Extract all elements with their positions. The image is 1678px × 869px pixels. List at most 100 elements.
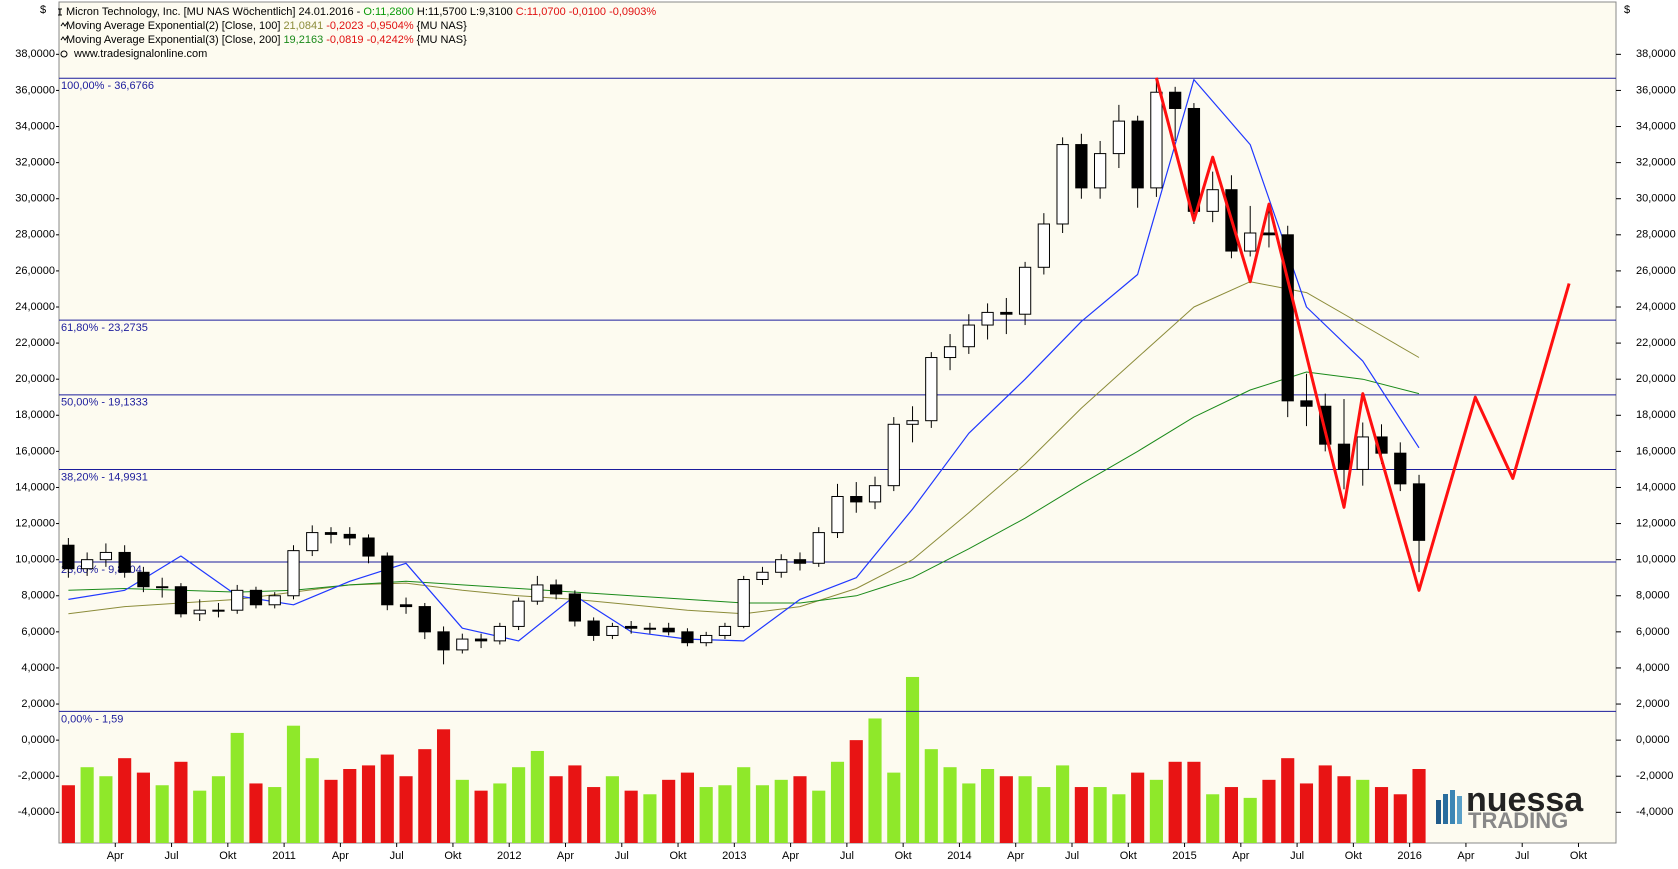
candle-body — [1112, 120, 1126, 155]
x-tick-label: Jul — [1290, 850, 1304, 862]
volume-bar — [605, 776, 619, 843]
volume-bar — [399, 776, 413, 843]
legend-title: Micron Technology, Inc. [MU NAS Wöchentl… — [66, 6, 363, 18]
legend: Micron Technology, Inc. [MU NAS Wöchentl… — [58, 6, 656, 60]
volume-bar — [1393, 794, 1407, 843]
y-tick-label: 32,0000 — [1636, 157, 1676, 169]
level-label: 50,00% - 19,1333 — [61, 397, 148, 409]
candle-body — [943, 346, 957, 359]
volume-bar — [643, 794, 657, 843]
candle-body — [793, 559, 807, 564]
candle-body — [606, 625, 619, 636]
candle-body — [1150, 91, 1163, 189]
logo-name: nuessa — [1466, 781, 1584, 819]
x-tick-label: Apr — [107, 850, 124, 862]
line-series — [1154, 77, 1571, 592]
x-tick-label: Jul — [1515, 850, 1529, 862]
volume-bar — [305, 758, 319, 843]
y-tick-label: 12,0000 — [15, 517, 55, 529]
volume-bar — [568, 765, 582, 843]
logo-bar — [1450, 790, 1455, 824]
logo-bar — [1436, 800, 1441, 824]
candle-body — [700, 634, 713, 644]
x-tick-label: Okt — [895, 850, 912, 862]
candle-body — [62, 544, 75, 570]
candle-body — [1169, 91, 1182, 109]
level-label: 100,00% - 36,6766 — [61, 80, 154, 92]
volume-bar — [549, 776, 563, 843]
y-tick-label: 18,0000 — [15, 409, 55, 421]
volume-bar — [455, 779, 469, 843]
x-tick-label: Apr — [782, 850, 799, 862]
x-tick-label: Okt — [669, 850, 686, 862]
y-tick-label: -2,0000 — [18, 770, 55, 782]
candle-body — [1206, 189, 1219, 212]
volume-bar — [80, 767, 94, 843]
volume-bar — [268, 787, 282, 843]
volume-bar — [155, 785, 169, 843]
candle-body — [287, 550, 300, 597]
volume-bar — [380, 754, 394, 843]
candle-body — [925, 357, 938, 422]
x-tick-label: Apr — [1457, 850, 1474, 862]
candle-body — [1337, 443, 1351, 470]
volume-bar — [999, 776, 1013, 843]
y-tick-label: 8,0000 — [1636, 590, 1670, 602]
candle-body — [118, 551, 131, 573]
x-tick-label: Jul — [615, 850, 629, 862]
volume-bar — [1299, 783, 1314, 843]
volume-bar — [61, 785, 75, 843]
x-tick-label: 2014 — [947, 850, 971, 862]
candle-body — [99, 551, 113, 561]
candle-body — [193, 609, 206, 615]
volume-bar — [193, 790, 207, 843]
volume-bar — [1056, 765, 1070, 843]
level-label: 38,20% - 14,9931 — [61, 471, 148, 483]
volume-bar — [1262, 779, 1276, 843]
x-tick-label: Okt — [1345, 850, 1362, 862]
y-tick-label: 0,0000 — [1636, 734, 1670, 746]
candle-body — [1093, 153, 1107, 189]
candle-body — [231, 589, 244, 611]
y-tick-label: -4,0000 — [1636, 806, 1673, 818]
candle-body — [775, 559, 788, 573]
candle-body — [850, 495, 863, 503]
candle-body — [324, 532, 338, 535]
volume-bar — [530, 750, 544, 843]
candle-body — [493, 625, 506, 642]
y-tick-label: 38,0000 — [15, 48, 55, 60]
volume-bar — [755, 785, 770, 843]
candle-body — [981, 311, 994, 326]
x-tick-label: Jul — [165, 850, 179, 862]
candle-body — [812, 532, 825, 564]
y-tick-label: 14,0000 — [1636, 481, 1676, 493]
volume-bar — [249, 783, 263, 843]
y-tick-label: 22,0000 — [15, 337, 55, 349]
volume-bar — [1356, 779, 1370, 843]
candle-body — [1131, 120, 1144, 189]
y-tick-label: 12,0000 — [1636, 517, 1676, 529]
volume-bar — [887, 772, 901, 843]
volume-bar — [230, 732, 244, 843]
candle-body — [1412, 483, 1426, 541]
volume-bar — [1187, 761, 1201, 843]
candle-body — [1262, 232, 1276, 236]
volume-bar — [868, 718, 882, 843]
candle-body — [831, 495, 844, 534]
x-tick-label: Jul — [390, 850, 404, 862]
legend-change: -0,2023 -0,9504% — [326, 20, 414, 32]
y-tick-label: 24,0000 — [1636, 301, 1676, 313]
plot-area — [58, 1, 1617, 844]
y-tick-label: 0,0000 — [21, 734, 55, 746]
candle-body — [681, 631, 694, 644]
y-tick-label: 38,0000 — [1636, 48, 1676, 60]
legend-open: O:11,2800 — [363, 6, 414, 18]
volume-bar — [1243, 797, 1257, 843]
legend-hl: H:11,5700 L:9,3100 — [417, 6, 513, 18]
candle-body — [1281, 234, 1294, 402]
logo-bar — [1457, 796, 1462, 824]
volume-bar — [1149, 779, 1163, 843]
candle-body — [568, 593, 582, 622]
candle-body — [1394, 452, 1407, 485]
